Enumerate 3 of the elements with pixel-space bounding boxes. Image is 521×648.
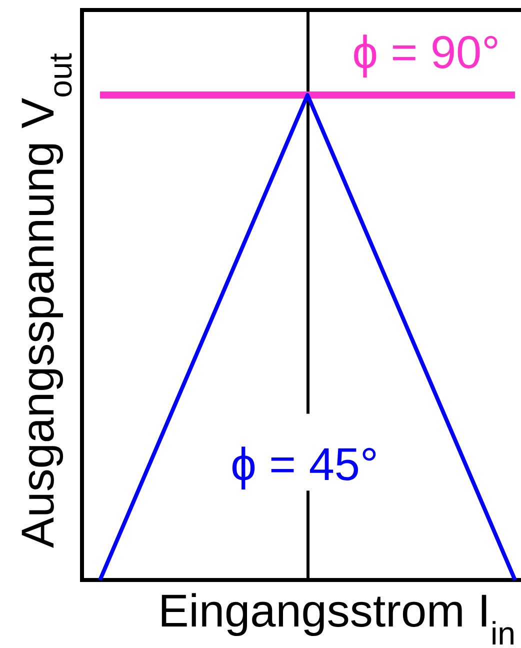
series-label: ϕ = 90° [352,26,500,78]
series-label: ϕ = 45° [230,438,378,490]
x-axis-title: Eingangsstrom I$_{in}$ [158,584,516,648]
